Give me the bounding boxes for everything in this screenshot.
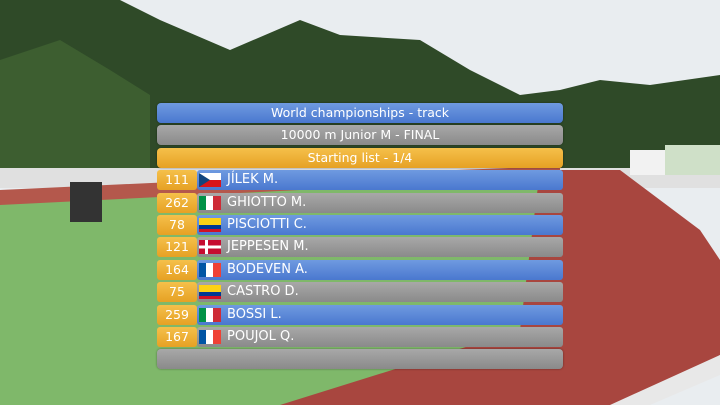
flag-fra xyxy=(199,330,221,344)
list-bar: Starting list - 1/4 xyxy=(157,148,563,168)
athlete-name: GHIOTTO M. xyxy=(197,193,563,213)
bib-number: 262 xyxy=(157,193,197,213)
empty-row xyxy=(157,349,563,369)
athlete-name: JEPPESEN M. xyxy=(197,237,563,257)
flag-fra xyxy=(199,263,221,277)
bib-number: 167 xyxy=(157,327,197,347)
bib-number: 78 xyxy=(157,215,197,235)
flag-ita xyxy=(199,308,221,322)
flag-col xyxy=(199,218,221,232)
bib-number: 75 xyxy=(157,282,197,302)
flag-den xyxy=(199,240,221,254)
athlete-name: CASTRO D. xyxy=(197,282,563,302)
bib-number: 111 xyxy=(157,170,197,190)
flag-cze xyxy=(199,173,221,187)
athlete-name: BODEVEN A. xyxy=(197,260,563,280)
athlete-name: PISCIOTTI C. xyxy=(197,215,563,235)
bib-number: 164 xyxy=(157,260,197,280)
athlete-name: POUJOL Q. xyxy=(197,327,563,347)
bib-number: 259 xyxy=(157,305,197,325)
athlete-name: BOSSI L. xyxy=(197,305,563,325)
flag-col xyxy=(199,285,221,299)
bib-number: 121 xyxy=(157,237,197,257)
athlete-name: JÍLEK M. xyxy=(197,170,563,190)
event-bar: 10000 m Junior M - FINAL xyxy=(157,125,563,145)
title-bar: World championships - track xyxy=(157,103,563,123)
flag-ita xyxy=(199,196,221,210)
